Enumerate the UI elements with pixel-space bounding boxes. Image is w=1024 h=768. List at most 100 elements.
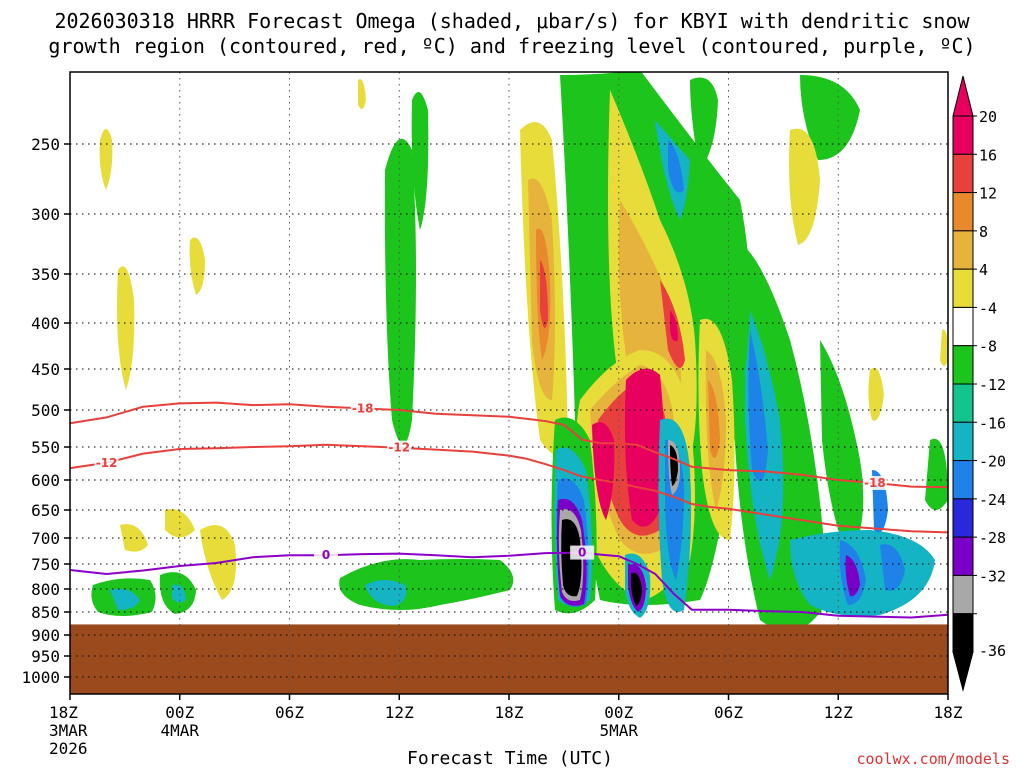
omega-region — [789, 128, 820, 245]
y-tick-label: 350 — [31, 265, 60, 284]
x-tick-label: 06Z — [714, 703, 743, 722]
chart-title-line2: growth region (contoured, red, ºC) and f… — [48, 34, 975, 58]
contour-label-background — [387, 440, 412, 455]
y-tick-label: 750 — [31, 555, 60, 574]
omega-shading — [91, 72, 948, 632]
colorbar-label: -36 — [979, 642, 1006, 660]
credit-text: coolwx.com/models — [856, 750, 1010, 768]
colorbar-segment — [952, 421, 974, 462]
contour-label-background — [314, 548, 339, 563]
colorbar-label: 4 — [979, 261, 988, 279]
colorbar-segment — [952, 192, 974, 232]
omega-region — [540, 260, 548, 328]
colorbar-label: -4 — [979, 299, 997, 317]
y-tick-label: 850 — [31, 603, 60, 622]
colorbar-bottom-arrow — [952, 651, 974, 692]
x-tick-label: 00Z — [604, 703, 633, 722]
x-tick-label: 00Z — [165, 703, 194, 722]
omega-region — [868, 367, 884, 421]
x-tick-label: 12Z — [385, 703, 414, 722]
colorbar-segment — [952, 536, 974, 576]
contour-line — [70, 551, 948, 619]
omega-region — [99, 129, 113, 190]
omega-region — [189, 237, 205, 295]
omega-region — [940, 329, 948, 366]
contour-label: -18 — [864, 476, 886, 490]
omega-region — [358, 79, 366, 109]
colorbar-segment — [952, 306, 974, 347]
contour-label: -18 — [352, 401, 374, 415]
colorbar-label: 12 — [979, 185, 997, 203]
omega-region — [690, 77, 718, 170]
y-tick-label: 250 — [31, 135, 60, 154]
omega-region — [820, 340, 864, 560]
omega-region — [172, 584, 186, 603]
colorbar-segment — [952, 574, 974, 615]
omega-region — [670, 310, 678, 342]
plot-area: -18 -18 -12 -12 0 0 — [70, 72, 948, 694]
omega-region — [748, 330, 768, 482]
x-tick-label: 18Z — [934, 703, 963, 722]
contour-label-background — [94, 455, 119, 470]
colorbar-segment — [952, 153, 974, 194]
y-tick-label: 950 — [31, 647, 60, 666]
y-axis: 250 300 350 400 450 500 550 600 650 700 750 800 850 9… — [21, 135, 70, 687]
contour-label-background — [570, 545, 595, 560]
colorbar-label: -12 — [979, 376, 1006, 394]
colorbar-segment — [952, 460, 974, 500]
contour-label: 0 — [322, 548, 330, 562]
y-tick-label: 650 — [31, 501, 60, 520]
y-tick-label: 900 — [31, 626, 60, 645]
omega-region — [800, 75, 860, 160]
colorbar-segment — [952, 613, 974, 653]
colorbar-label: 16 — [979, 146, 997, 164]
colorbar-label: -8 — [979, 338, 997, 356]
colorbar-segment — [952, 268, 974, 308]
x-tick-label: 5MAR — [599, 721, 638, 740]
omega-region — [631, 572, 642, 606]
grid — [70, 72, 948, 694]
x-tick-label: 12Z — [824, 703, 853, 722]
y-tick-label: 450 — [31, 360, 60, 379]
colorbar-label: -28 — [979, 529, 1006, 547]
contour-label-background — [350, 401, 375, 416]
y-tick-label: 400 — [31, 314, 60, 333]
colorbar: 20 16 12 8 4 -4 -8 -12 -16 -20 -24 -28 -32 -36 — [952, 75, 1006, 692]
chart-title-line1: 2026030318 HRRR Forecast Omega (shaded, … — [54, 9, 970, 33]
x-axis-label: Forecast Time (UTC) — [407, 748, 613, 768]
contours: -18 -18 -12 -12 0 0 — [70, 401, 948, 619]
colorbar-segment — [952, 115, 974, 155]
y-tick-label: 300 — [31, 205, 60, 224]
x-tick-label: 06Z — [275, 703, 304, 722]
omega-region — [365, 580, 407, 606]
x-tick-label: 2026 — [49, 739, 88, 758]
colorbar-segment — [952, 498, 974, 538]
colorbar-segment — [952, 345, 974, 385]
y-tick-label: 500 — [31, 401, 60, 420]
contour-label: -12 — [388, 441, 410, 455]
colorbar-label: -24 — [979, 491, 1006, 509]
colorbar-label: -32 — [979, 567, 1006, 585]
omega-region — [668, 140, 684, 193]
colorbar-label: 8 — [979, 223, 988, 241]
omega-region — [117, 266, 135, 390]
contour-label: 0 — [578, 546, 586, 560]
omega-region — [411, 92, 429, 230]
y-tick-label: 700 — [31, 529, 60, 548]
y-tick-label: 600 — [31, 471, 60, 490]
omega-region — [384, 138, 416, 445]
contour-line — [70, 443, 948, 534]
x-tick-label: 4MAR — [160, 721, 199, 740]
colorbar-label: -16 — [979, 414, 1006, 432]
contour-line — [70, 401, 948, 489]
contour-label: -12 — [96, 456, 118, 470]
omega-region — [670, 445, 678, 486]
colorbar-top-arrow — [952, 75, 974, 117]
colorbar-label: 20 — [979, 108, 997, 126]
y-tick-label: 1000 — [21, 668, 60, 687]
colorbar-segment — [952, 230, 974, 270]
omega-region — [592, 422, 615, 520]
x-tick-label: 3MAR — [49, 721, 88, 740]
